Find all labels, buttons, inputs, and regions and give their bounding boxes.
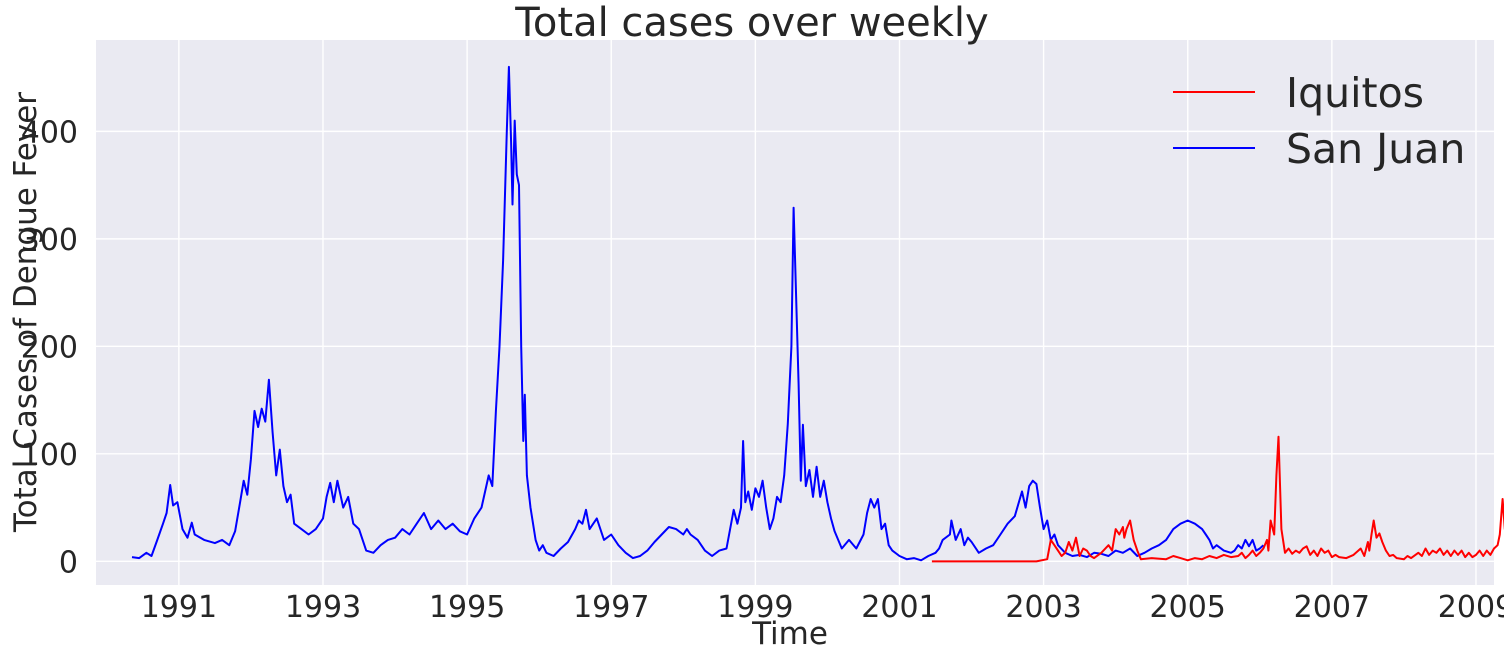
y-tick-label: 0 xyxy=(59,545,78,580)
y-tick-label: 100 xyxy=(21,438,78,473)
x-tick-label: 1997 xyxy=(573,590,649,625)
series-line-iquitos xyxy=(931,435,1504,563)
x-tick-label: 2001 xyxy=(861,590,937,625)
x-axis-label: Time xyxy=(751,616,828,652)
x-tick-label: 1995 xyxy=(429,590,505,625)
x-tick-label: 2009 xyxy=(1438,590,1504,625)
x-tick-labels: 1991 1993 1995 1997 1999 2001 2003 2005 2007 2009 xyxy=(141,590,1504,625)
x-tick-label: 1999 xyxy=(717,590,793,625)
x-tick-label: 2007 xyxy=(1294,590,1370,625)
chart-title: Total cases over weekly xyxy=(514,0,988,46)
y-tick-label: 300 xyxy=(21,223,78,258)
y-tick-label: 400 xyxy=(21,115,78,150)
legend-label-iquitos: Iquitos xyxy=(1286,69,1424,117)
x-tick-label: 1991 xyxy=(141,590,217,625)
legend: Iquitos San Juan xyxy=(1173,69,1465,173)
x-tick-label: 1993 xyxy=(285,590,361,625)
y-tick-label: 200 xyxy=(21,330,78,365)
y-axis-label: Total Cases of Dengue Fever xyxy=(8,92,44,533)
legend-label-san-juan: San Juan xyxy=(1286,125,1465,173)
series-line-san-juan xyxy=(131,65,1265,562)
series-layer xyxy=(131,65,1504,563)
plot-background xyxy=(96,40,1494,585)
x-tick-label: 2003 xyxy=(1005,590,1081,625)
x-tick-label: 2005 xyxy=(1150,590,1226,625)
y-tick-labels: 0 100 200 300 400 xyxy=(21,115,78,580)
